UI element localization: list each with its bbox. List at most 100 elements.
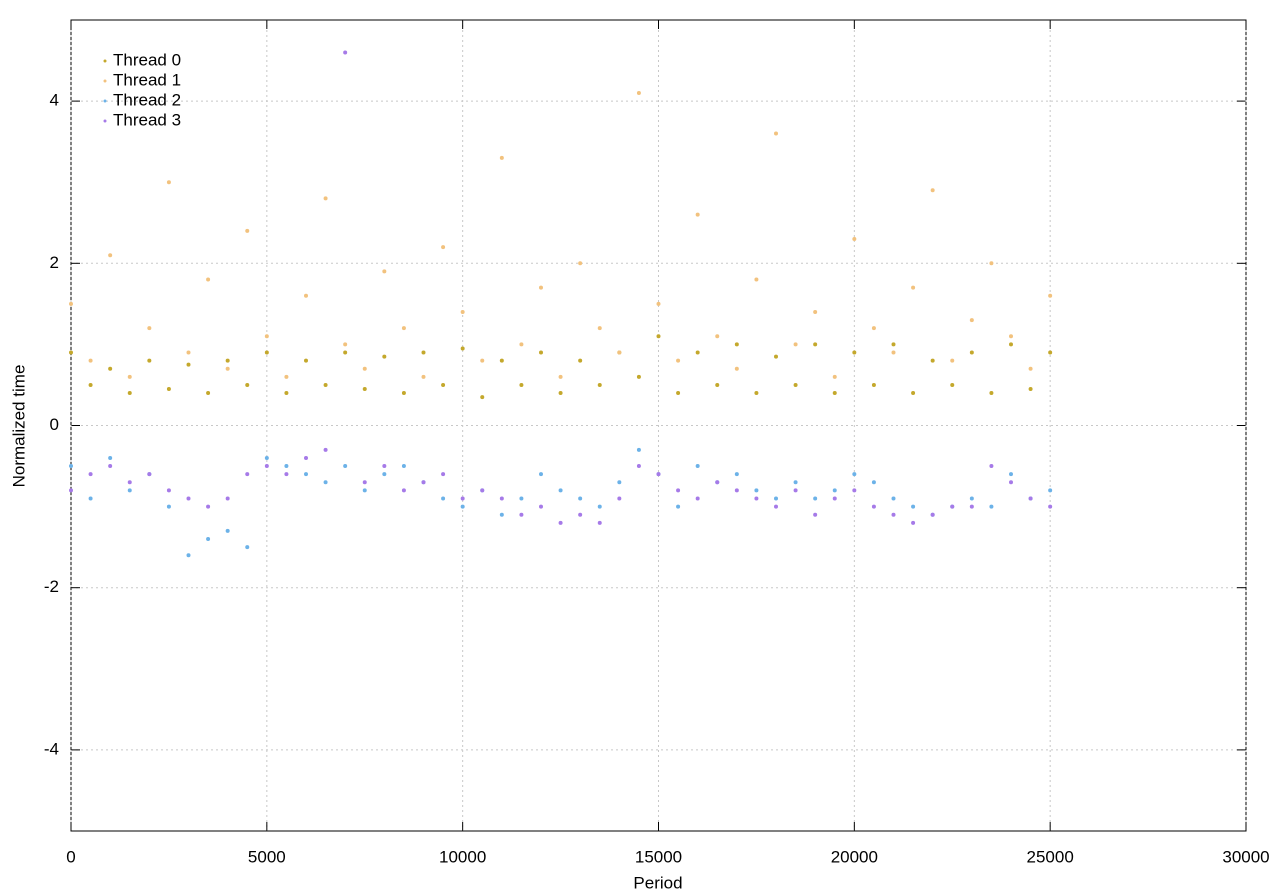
point xyxy=(969,504,974,509)
point xyxy=(362,387,367,392)
point xyxy=(304,293,308,298)
point xyxy=(304,472,308,477)
point xyxy=(774,504,778,509)
point xyxy=(539,504,543,509)
point xyxy=(715,480,720,485)
point xyxy=(206,391,211,396)
point xyxy=(793,488,798,493)
point xyxy=(264,455,269,460)
point xyxy=(774,131,778,136)
point xyxy=(166,504,171,509)
point xyxy=(245,545,250,550)
point xyxy=(715,334,720,339)
point xyxy=(343,350,348,355)
point xyxy=(88,472,93,477)
point xyxy=(1048,350,1053,355)
point xyxy=(676,488,681,493)
point xyxy=(186,350,191,355)
point xyxy=(245,228,250,233)
legend-marker xyxy=(103,79,107,83)
point xyxy=(264,334,269,339)
point xyxy=(441,245,446,250)
point xyxy=(186,362,191,367)
point xyxy=(636,374,641,379)
point xyxy=(304,455,308,460)
point xyxy=(284,464,289,469)
point xyxy=(499,512,504,517)
x-tick-label: 25000 xyxy=(1027,847,1074,866)
point xyxy=(793,382,798,387)
point xyxy=(127,391,132,396)
point xyxy=(754,277,759,282)
point xyxy=(734,488,739,493)
point xyxy=(1048,504,1053,509)
legend-marker xyxy=(103,99,107,103)
point xyxy=(88,382,93,387)
point xyxy=(813,309,818,314)
y-tick-label: -2 xyxy=(44,577,59,596)
point xyxy=(715,382,720,387)
point xyxy=(832,496,837,501)
point xyxy=(480,488,485,493)
point xyxy=(147,358,152,363)
legend-label: Thread 3 xyxy=(113,110,181,129)
point xyxy=(245,382,250,387)
point xyxy=(676,391,681,396)
point xyxy=(147,472,152,477)
point xyxy=(206,504,211,509)
point xyxy=(558,374,563,379)
point xyxy=(636,90,641,95)
point xyxy=(636,464,641,469)
point xyxy=(813,512,818,517)
point xyxy=(695,464,700,469)
point xyxy=(1048,488,1053,493)
x-axis-label: Period xyxy=(633,873,682,892)
point xyxy=(147,326,152,331)
point xyxy=(480,395,485,400)
point xyxy=(891,350,896,355)
point xyxy=(225,496,230,501)
point xyxy=(441,472,446,477)
point xyxy=(519,382,524,387)
point xyxy=(754,391,759,396)
point xyxy=(617,350,622,355)
point xyxy=(578,496,583,501)
y-tick-label: -4 xyxy=(44,739,59,758)
point xyxy=(166,180,171,185)
y-axis-label: Normalized time xyxy=(9,365,28,488)
point xyxy=(676,504,681,509)
y-tick-label: 4 xyxy=(50,91,59,110)
point xyxy=(323,480,328,485)
point xyxy=(284,374,289,379)
point xyxy=(539,472,543,477)
point xyxy=(597,520,602,525)
x-tick-label: 5000 xyxy=(248,847,286,866)
point xyxy=(911,520,916,525)
point xyxy=(343,342,348,347)
point xyxy=(911,391,916,396)
point xyxy=(656,472,661,477)
point xyxy=(127,488,132,493)
point xyxy=(401,326,406,331)
point xyxy=(401,391,406,396)
point xyxy=(323,382,328,387)
point xyxy=(852,472,857,477)
point xyxy=(108,464,113,469)
point xyxy=(793,480,798,485)
point xyxy=(382,354,387,359)
point xyxy=(969,350,974,355)
point xyxy=(206,537,211,542)
point xyxy=(734,342,739,347)
point xyxy=(754,496,759,501)
point xyxy=(1028,387,1033,392)
point xyxy=(69,301,73,306)
point xyxy=(382,472,387,477)
point xyxy=(225,528,230,533)
point xyxy=(636,447,641,452)
point xyxy=(989,261,994,266)
legend-marker xyxy=(103,119,107,123)
x-tick-label: 30000 xyxy=(1222,847,1269,866)
point xyxy=(401,464,406,469)
point xyxy=(656,301,661,306)
point xyxy=(695,350,700,355)
